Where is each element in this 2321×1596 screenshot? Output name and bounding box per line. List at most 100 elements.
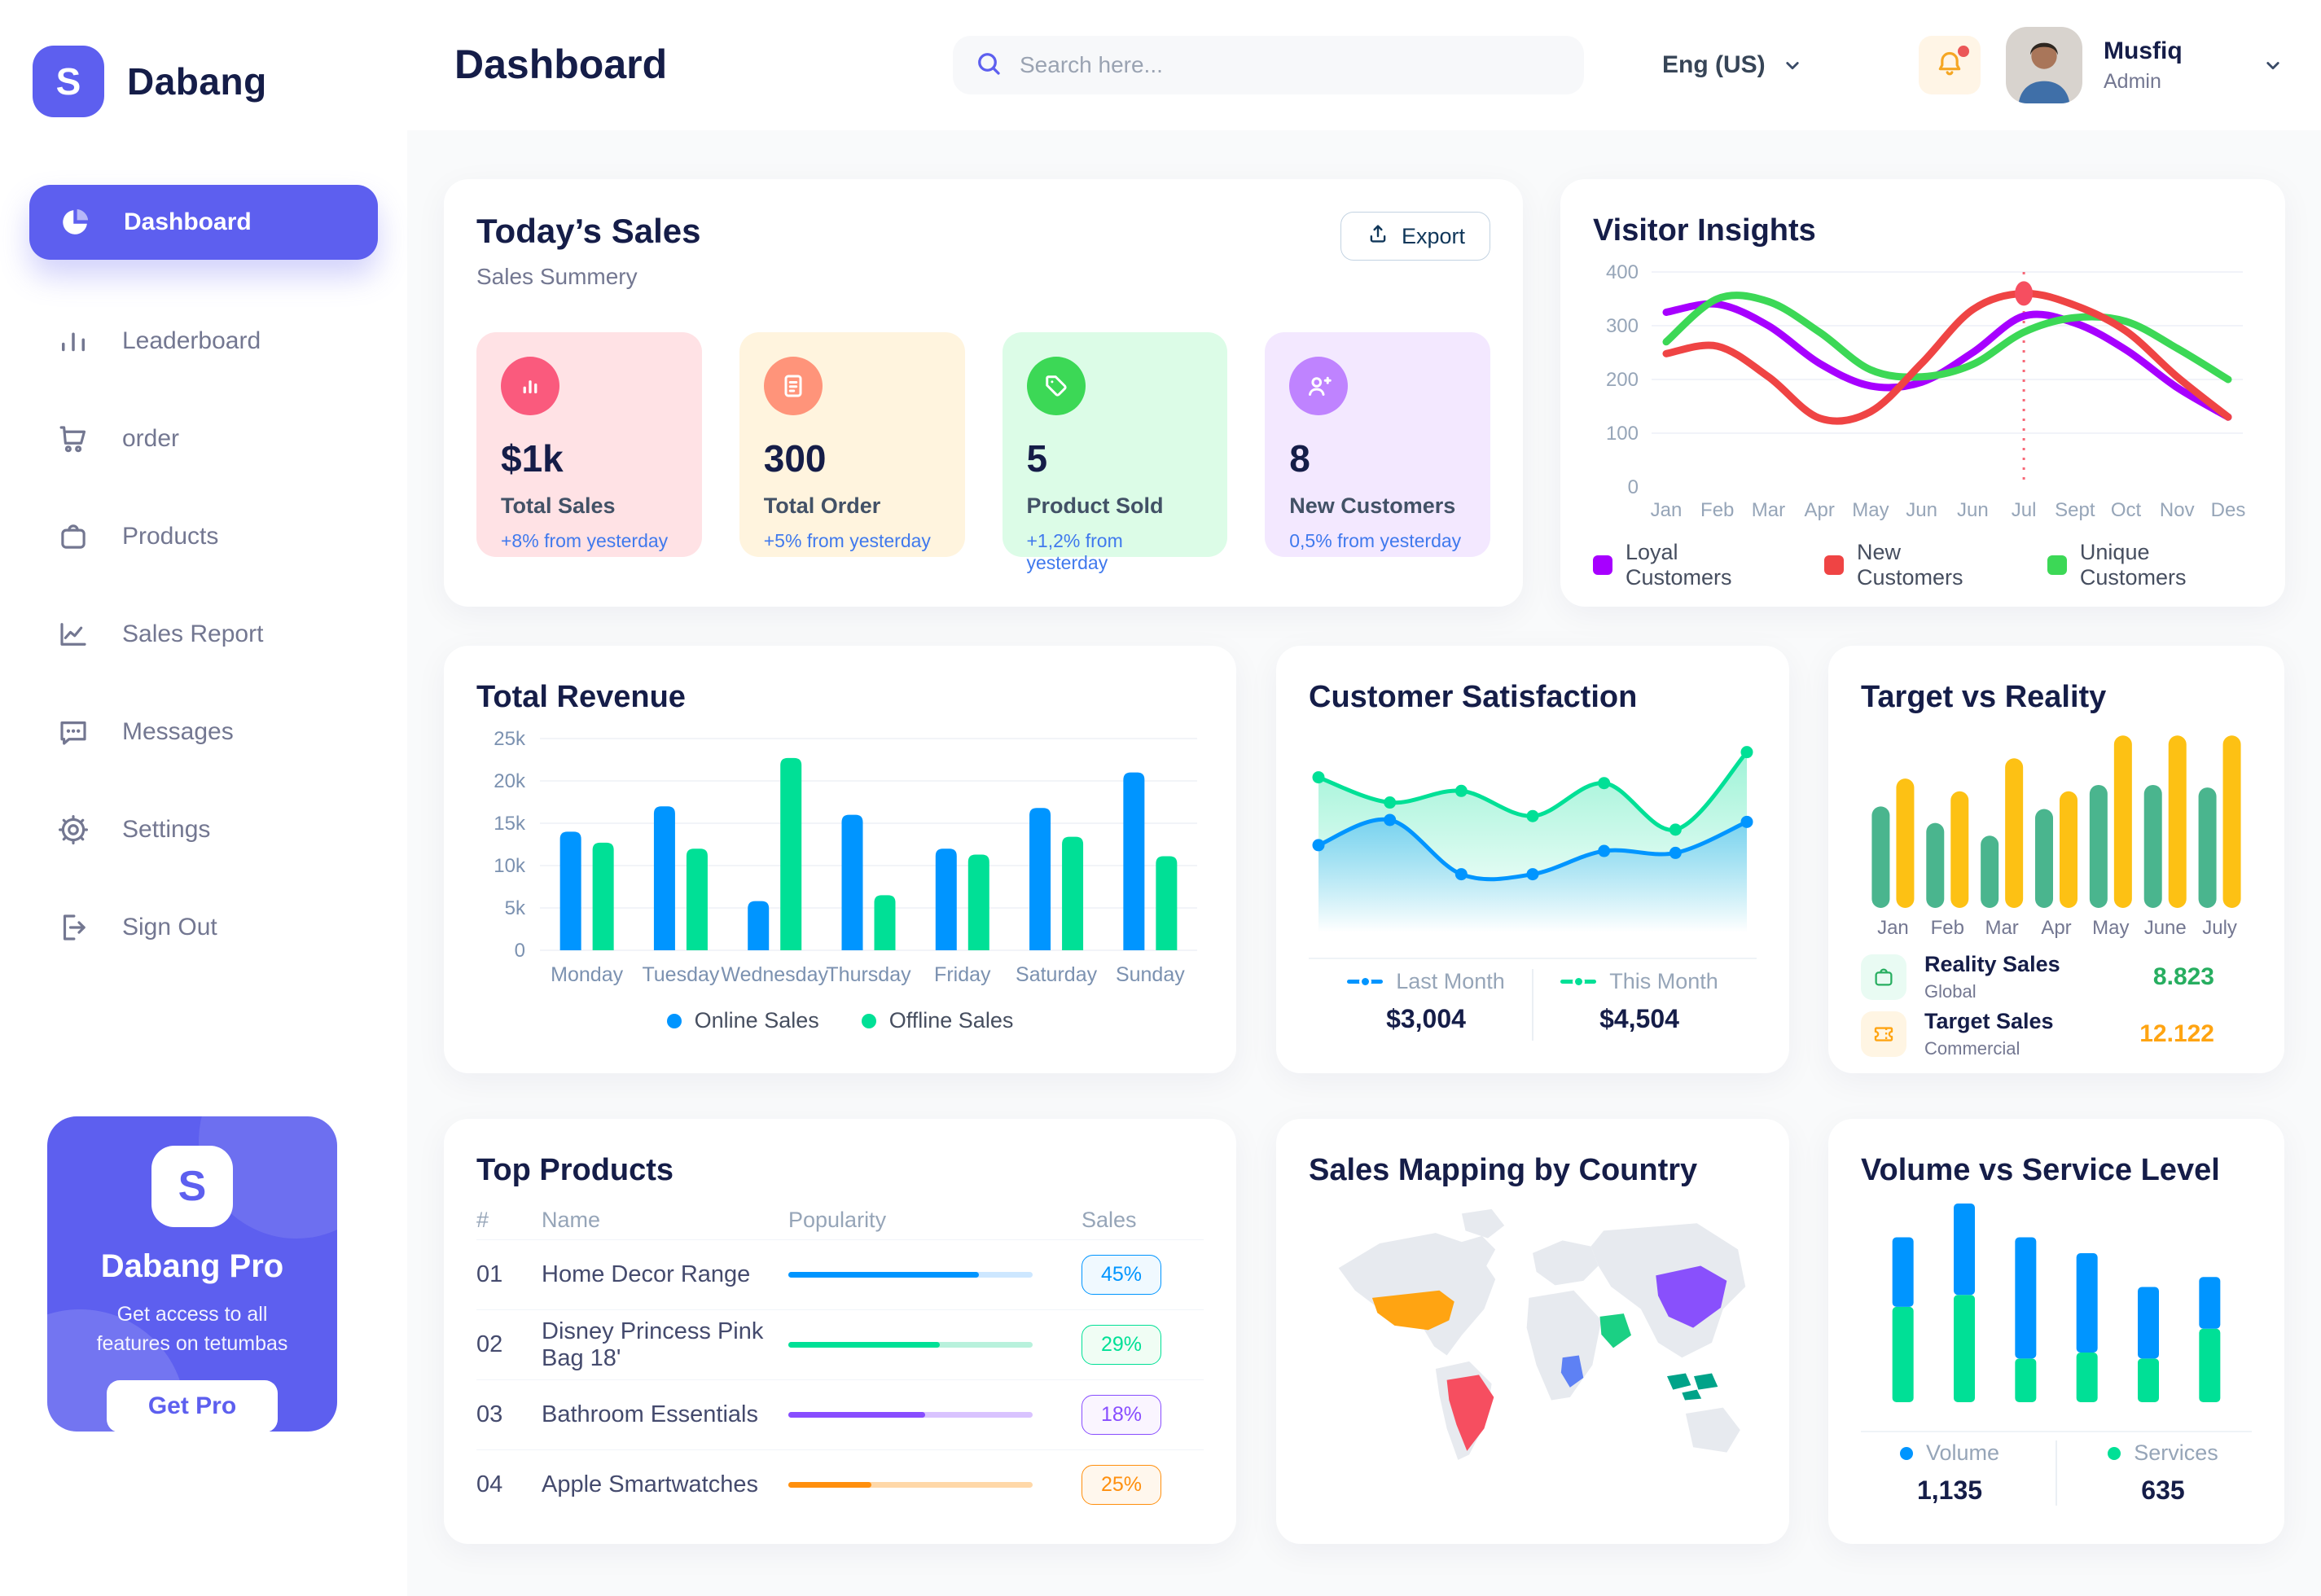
language-selector[interactable]: Eng (US) (1648, 37, 1805, 93)
sidebar-item-products[interactable]: Products (0, 488, 407, 585)
svg-text:Jun: Jun (1906, 499, 1937, 521)
page-title: Dashboard (454, 42, 668, 87)
stat-card-row: $1k Total Sales +8% from yesterday 300 T… (476, 332, 1490, 573)
bell-icon (1933, 47, 1966, 84)
export-button[interactable]: Export (1340, 212, 1490, 261)
svg-text:400: 400 (1606, 261, 1639, 283)
get-pro-button[interactable]: Get Pro (107, 1379, 278, 1432)
popularity-bar (788, 1342, 1033, 1348)
svg-text:Thursday: Thursday (826, 963, 911, 986)
svg-text:May: May (1852, 499, 1889, 521)
todays-sales-subtitle: Sales Summery (476, 264, 638, 289)
sales-mapping-title: Sales Mapping by Country (1309, 1153, 1698, 1187)
volume-vs-service-card: Volume vs Service Level Volume 1,135 Ser… (1828, 1119, 2284, 1544)
legend-last-month: Last Month $3,004 (1340, 969, 1512, 1034)
pro-card: S Dabang Pro Get access to all features … (47, 1116, 337, 1432)
svg-text:Tuesday: Tuesday (642, 963, 719, 986)
legend-divider (2056, 1440, 2057, 1506)
user-menu[interactable]: Musfiq Admin (2006, 27, 2285, 103)
product-name: Home Decor Range (542, 1261, 751, 1287)
country-brazil[interactable] (1446, 1375, 1494, 1451)
pro-logo-icon: S (151, 1146, 233, 1227)
product-name: Bathroom Essentials (542, 1401, 758, 1427)
sidebar: S Dabang Dashboard Leaderboard order Produc… (0, 0, 407, 1596)
svg-text:300: 300 (1606, 315, 1639, 337)
pie-chart-icon (57, 204, 93, 240)
app-name: Dabang (127, 60, 267, 103)
notifications-button[interactable] (1919, 36, 1981, 94)
user-plus-icon (1289, 357, 1349, 415)
volume-vs-service-chart (1892, 1204, 2221, 1402)
country-saudi-arabia[interactable] (1599, 1313, 1632, 1348)
popularity-bar (788, 1482, 1033, 1488)
search-bar (953, 36, 1584, 94)
svg-text:Mar: Mar (1752, 499, 1785, 521)
sales-badge: 25% (1082, 1465, 1161, 1505)
svg-text:0: 0 (1628, 476, 1639, 498)
country-indonesia[interactable] (1667, 1373, 1718, 1401)
table-row[interactable]: 04 Apple Smartwatches 25% (476, 1449, 1204, 1519)
tag-icon (1026, 357, 1086, 415)
total-revenue-chart: 0 5k 10k 15k 20k 25k Monday Tuesday WednesdayThu… (494, 728, 1197, 986)
customer-satisfaction-legend: Last Month $3,004 This Month $4,504 (1309, 969, 1757, 1041)
visitor-insights-legend: Loyal Customers New Customers Unique Custo… (1593, 540, 2253, 590)
stat-card-new-customers: 8 New Customers 0,5% from yesterday (1265, 332, 1490, 557)
topbar: Dashboard Eng (US) Musfiq Admin (407, 0, 2321, 130)
table-row[interactable]: 01 Home Decor Range 45% (476, 1239, 1204, 1309)
sidebar-item-sign-out[interactable]: Sign Out (0, 879, 407, 976)
sales-badge: 45% (1082, 1255, 1161, 1295)
visitor-insights-title: Visitor Insights (1593, 213, 1816, 248)
reality-sales-value: 8.823 (2152, 963, 2214, 990)
target-vs-reality-card: Target vs Reality Jan Feb Mar Apr May June Jul… (1828, 646, 2284, 1073)
top-products-title: Top Products (476, 1153, 674, 1187)
country-china[interactable] (1656, 1265, 1727, 1328)
logo: S Dabang (0, 0, 407, 117)
search-input[interactable] (1020, 52, 1563, 78)
sales-mapping-card: Sales Mapping by Country (1276, 1119, 1789, 1544)
table-header: # Name Popularity Sales (476, 1207, 1137, 1232)
svg-text:Wednesday: Wednesday (721, 963, 828, 986)
message-icon (55, 714, 91, 750)
sales-badge: 18% (1082, 1395, 1161, 1435)
pro-title: Dabang Pro (100, 1248, 284, 1284)
sidebar-item-messages[interactable]: Messages (0, 683, 407, 781)
sidebar-item-settings[interactable]: Settings (0, 781, 407, 879)
legend-volume: Volume 1,135 (1863, 1440, 2036, 1506)
legend-reality-sales: Reality Sales Global 8.823 (1861, 952, 2252, 1002)
table-row[interactable]: 02 Disney Princess Pink Bag 18' 29% (476, 1309, 1204, 1379)
svg-text:Feb: Feb (1700, 499, 1734, 521)
sidebar-item-dashboard[interactable]: Dashboard (29, 185, 378, 260)
sign-out-icon (55, 910, 91, 945)
sales-badge: 29% (1082, 1325, 1161, 1365)
sidebar-item-order[interactable]: order (0, 390, 407, 488)
ticket-icon (1861, 1011, 1906, 1057)
svg-text:June: June (2144, 917, 2187, 939)
legend-divider (1532, 969, 1533, 1041)
search-icon (974, 49, 1003, 82)
user-role: Admin (2104, 69, 2161, 93)
country-dr-congo[interactable] (1560, 1355, 1584, 1388)
gear-icon (55, 812, 91, 848)
svg-text:10k: 10k (494, 855, 526, 877)
svg-text:Mar: Mar (1985, 917, 2018, 939)
bag-icon (55, 519, 91, 555)
sidebar-item-leaderboard[interactable]: Leaderboard (0, 292, 407, 390)
total-revenue-legend: Online Sales Offline Sales (476, 1008, 1204, 1033)
svg-text:Des: Des (2211, 499, 2246, 521)
svg-text:100: 100 (1606, 423, 1639, 445)
world-map (1338, 1208, 1746, 1460)
svg-text:Jan: Jan (1877, 917, 1909, 939)
svg-text:20k: 20k (494, 770, 526, 792)
dabang-logo-icon: S (33, 46, 104, 117)
divider (1309, 958, 1757, 959)
top-products-card: Top Products # Name Popularity Sales 01 … (444, 1119, 1236, 1544)
sidebar-item-sales-report[interactable]: Sales Report (0, 585, 407, 683)
table-row[interactable]: 03 Bathroom Essentials 18% (476, 1379, 1204, 1449)
volume-vs-service-legend: Volume 1,135 Services 635 (1861, 1440, 2252, 1506)
svg-text:15k: 15k (494, 813, 526, 835)
bar-chart-icon (55, 323, 91, 359)
chevron-down-icon (1780, 53, 1805, 77)
svg-text:Saturday: Saturday (1016, 963, 1098, 986)
country-usa[interactable] (1371, 1290, 1454, 1331)
volume-vs-service-title: Volume vs Service Level (1861, 1153, 2220, 1187)
